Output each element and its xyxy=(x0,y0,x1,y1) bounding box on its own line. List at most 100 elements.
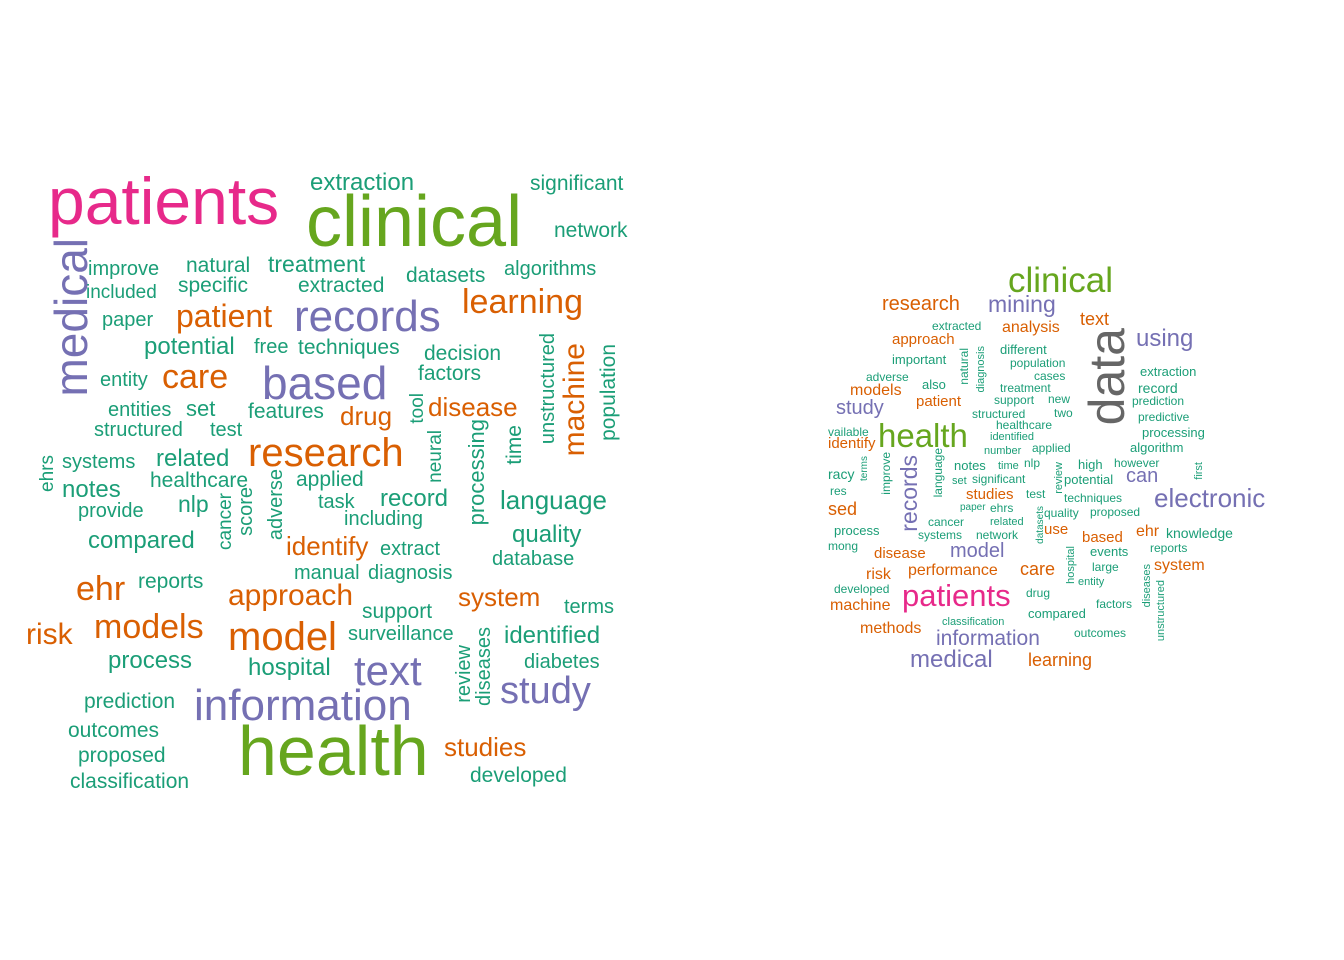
word-important: important xyxy=(892,352,947,367)
word-population: population xyxy=(1010,356,1066,370)
word-two: two xyxy=(1054,406,1073,420)
word-task: task xyxy=(318,491,355,513)
word-extracted: extracted xyxy=(932,319,982,333)
word-applied: applied xyxy=(1032,441,1071,455)
word-cancer: cancer xyxy=(928,515,965,529)
word-can: can xyxy=(1126,465,1159,487)
word-features: features xyxy=(248,400,324,423)
word-system: system xyxy=(1154,557,1205,574)
word-decision: decision xyxy=(424,342,502,365)
word-network: network xyxy=(554,219,628,242)
word-also: also xyxy=(922,377,946,392)
word-machine: machine xyxy=(830,597,891,614)
word-unstructured: unstructured xyxy=(1155,580,1167,642)
word-disease: disease xyxy=(428,392,518,422)
word-however: however xyxy=(1114,456,1160,470)
word-use: use xyxy=(1044,521,1069,538)
word-approach: approach xyxy=(228,579,354,612)
word-entity: entity xyxy=(1078,576,1105,588)
word-paper: paper xyxy=(102,309,154,331)
word-extract: extract xyxy=(380,538,441,560)
word-high: high xyxy=(1078,457,1103,472)
word-adverse: adverse xyxy=(866,370,909,384)
word-records: records xyxy=(294,292,441,341)
word-mining: mining xyxy=(988,291,1056,317)
word-model: model xyxy=(950,540,1005,562)
word-diagnosis: diagnosis xyxy=(368,562,453,584)
word-patient: patient xyxy=(916,393,962,410)
word-identified: identified xyxy=(990,431,1035,443)
word-terms: terms xyxy=(564,596,614,618)
word-identify: identify xyxy=(286,531,369,561)
word-extraction: extraction xyxy=(310,169,415,196)
word-clinical: clinical xyxy=(1008,261,1114,300)
word-treatment: treatment xyxy=(1000,381,1051,395)
word-models: models xyxy=(850,382,902,399)
word-sed: sed xyxy=(828,499,858,519)
word-drug: drug xyxy=(1026,586,1051,600)
word-records: records xyxy=(896,455,922,532)
word-hospital: hospital xyxy=(248,654,331,681)
word-identify: identify xyxy=(828,435,876,452)
word-quality: quality xyxy=(512,521,582,548)
word-entities: entities xyxy=(108,399,172,421)
word-prediction: prediction xyxy=(1132,394,1185,408)
word-clinical: clinical xyxy=(306,182,523,262)
word-ehrs: ehrs xyxy=(990,501,1014,515)
word-algorithms: algorithms xyxy=(504,258,597,280)
word-methods: methods xyxy=(860,620,922,637)
word-nlp: nlp xyxy=(1024,456,1041,470)
word-data: data xyxy=(1079,328,1135,426)
word-potential: potential xyxy=(144,333,235,360)
word-classification: classification xyxy=(942,616,1005,628)
word-using: using xyxy=(1136,325,1194,352)
word-developed: developed xyxy=(834,582,890,596)
word-new: new xyxy=(1048,392,1071,406)
word-ehr: ehr xyxy=(1136,523,1160,540)
word-notes: notes xyxy=(954,458,986,473)
word-ehr: ehr xyxy=(76,570,126,608)
word-potential: potential xyxy=(1064,472,1114,487)
word-algorithm: algorithm xyxy=(1130,440,1184,455)
word-research: research xyxy=(882,293,960,315)
word-racy: racy xyxy=(828,466,855,482)
word-healthcare: healthcare xyxy=(150,469,249,492)
word-system: system xyxy=(458,582,541,612)
word-related: related xyxy=(156,445,230,472)
word-outcomes: outcomes xyxy=(68,719,160,742)
word-structured: structured xyxy=(972,407,1026,421)
word-terms: terms xyxy=(859,456,870,481)
word-learning: learning xyxy=(1028,650,1093,670)
word-mong: mong xyxy=(828,539,859,553)
word-surveillance: surveillance xyxy=(348,623,454,645)
word-natural: natural xyxy=(186,254,251,277)
word-proposed: proposed xyxy=(78,744,166,767)
word-diabetes: diabetes xyxy=(524,651,600,673)
word-identified: identified xyxy=(504,622,601,649)
word-datasets: datasets xyxy=(406,264,486,287)
word-significant: significant xyxy=(530,172,624,195)
word-study: study xyxy=(500,670,591,712)
word-medical: medical xyxy=(910,646,993,673)
word-developed: developed xyxy=(470,764,567,787)
word-healthcare: healthcare xyxy=(996,418,1053,432)
word-health: health xyxy=(878,417,968,454)
word-manual: manual xyxy=(294,562,360,584)
word-record: record xyxy=(380,485,449,512)
word-electronic: electronic xyxy=(1154,483,1266,513)
word-research: research xyxy=(248,431,404,475)
word-compared: compared xyxy=(88,527,195,554)
word-applied: applied xyxy=(296,468,364,491)
word-hospital: hospital xyxy=(1065,546,1077,584)
word-including: including xyxy=(344,508,423,530)
word-test: test xyxy=(210,419,243,441)
word-res: res xyxy=(830,484,847,498)
word-performance: performance xyxy=(908,562,998,579)
word-network: network xyxy=(976,528,1019,542)
word-extraction: extraction xyxy=(1140,364,1197,379)
word-included: included xyxy=(86,282,157,303)
word-knowledge: knowledge xyxy=(1166,525,1233,541)
word-compared: compared xyxy=(1028,606,1086,621)
word-improve: improve xyxy=(879,452,893,495)
